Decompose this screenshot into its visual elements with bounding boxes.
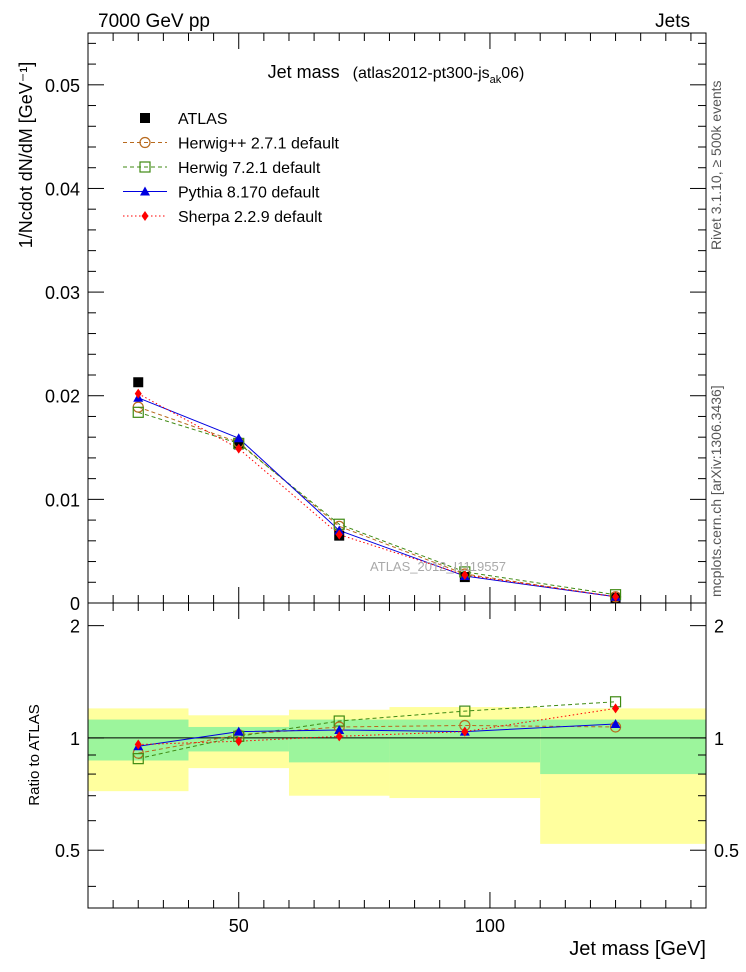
title-detail-sub: ak	[490, 74, 502, 86]
main-data-point	[233, 433, 244, 443]
ratio-data-point	[610, 718, 621, 728]
legend-marker	[139, 136, 151, 149]
main-data-point	[461, 570, 469, 581]
legend: ATLAS Herwig++ 2.7.1 default Herwig 7.2.1 …	[123, 111, 340, 226]
main-series-line	[138, 393, 616, 598]
main-data-point	[612, 591, 620, 602]
ratio-panel: 0.5 0.5 1 1 2 2 50 100 Ratio to ATLAS Jet mass …	[26, 602, 739, 960]
ratio-series	[132, 696, 622, 765]
ratio-frame	[87, 602, 707, 909]
main-y-tick-label: 0.04	[45, 179, 80, 199]
main-data-point	[235, 443, 243, 454]
main-series-line	[138, 411, 616, 596]
ratio-y-axis-label: Ratio to ATLAS	[26, 704, 43, 805]
ratio-data-point	[233, 726, 244, 736]
header-process: Jets	[655, 11, 690, 32]
ratio-data-point	[132, 753, 144, 765]
ratio-series-line	[138, 724, 616, 754]
main-y-tick-label: 0.05	[45, 76, 80, 96]
main-y-tick-label: 0.02	[45, 387, 80, 407]
main-y-tick-label: 0.01	[45, 490, 80, 510]
legend-entry-label: Herwig++ 2.7.1 default	[178, 136, 340, 153]
main-series	[132, 377, 622, 603]
ratio-y-tick-label-right: 0.5	[714, 841, 739, 861]
legend-marker	[141, 211, 149, 221]
legend-marker	[140, 113, 150, 123]
ratio-inner-band	[540, 719, 706, 775]
x-tick-label: 100	[475, 916, 505, 936]
ratio-y-tick-label-left: 0.5	[55, 841, 80, 861]
header-energy: 7000 GeV pp	[98, 11, 210, 32]
ratio-y-tick-label-right: 2	[714, 617, 724, 637]
ratio-data-point	[335, 731, 343, 742]
ratio-data-point	[461, 726, 469, 737]
main-data-point	[133, 377, 144, 388]
legend-entry-label: Sherpa 2.2.9 default	[178, 209, 323, 226]
main-y-tick-label: 0	[70, 594, 80, 614]
main-y-axis-label: 1/Ncdot dN/dM [GeV⁻¹]	[16, 62, 36, 249]
chart-title-main: Jet mass	[268, 62, 340, 82]
main-y-tick-label: 0.03	[45, 283, 80, 303]
ratio-series-line	[138, 701, 616, 760]
ratio-data-point	[612, 703, 620, 714]
legend-entry-label: ATLAS	[178, 111, 228, 128]
watermark: ATLAS_2012_I1119557	[370, 559, 506, 574]
x-axis-label: Jet mass [GeV]	[569, 938, 706, 960]
ratio-data-point	[334, 725, 345, 735]
legend-entry-label: Herwig 7.2.1 default	[178, 160, 321, 177]
main-panel: 0 0.01 0.02 0.03 0.04 0.05 ATLAS_2012_I111955…	[16, 32, 707, 614]
ratio-y-tick-label-right: 1	[714, 729, 724, 749]
main-data-point	[134, 388, 142, 399]
ratio-data-point	[134, 739, 142, 750]
chart-title: Jet mass (atlas2012-pt300-jsak06)	[268, 62, 525, 86]
chart-title-detail: (atlas2012-pt300-jsak06)	[353, 65, 525, 86]
legend-entry-label: Pythia 8.170 default	[178, 185, 320, 202]
legend-marker	[140, 186, 150, 196]
rivet-label: Rivet 3.1.10, ≥ 500k events	[708, 80, 724, 250]
ratio-y-tick-label-left: 1	[70, 729, 80, 749]
x-tick-label: 50	[229, 916, 249, 936]
main-data-point	[335, 529, 343, 540]
ratio-data-point	[235, 736, 243, 747]
ratio-y-tick-label-left: 2	[70, 617, 80, 637]
ratio-axes: 0.5 0.5 1 1 2 2 50 100	[55, 602, 739, 936]
legend-marker	[139, 161, 151, 173]
mcplots-label: mcplots.cern.ch [arXiv:1306.3436]	[708, 385, 724, 597]
title-detail-suffix: 06)	[501, 65, 524, 82]
title-detail-prefix: (atlas2012-pt300-js	[353, 65, 490, 82]
ratio-data-point	[459, 705, 471, 717]
main-data-point	[132, 406, 144, 418]
